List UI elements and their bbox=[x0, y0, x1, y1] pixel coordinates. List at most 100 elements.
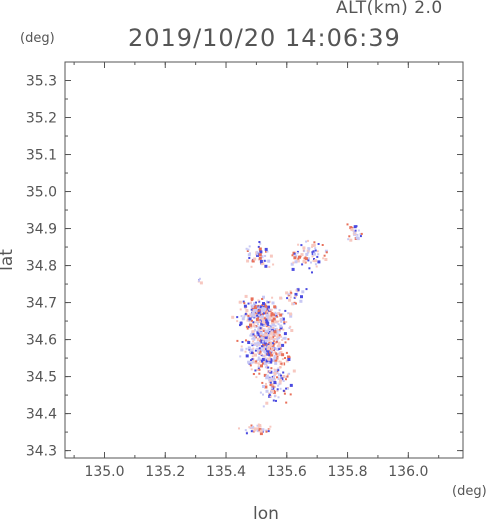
data-cell bbox=[256, 337, 260, 341]
data-cell bbox=[245, 325, 248, 328]
data-cell bbox=[258, 253, 262, 257]
data-cell bbox=[257, 333, 261, 336]
data-cell bbox=[240, 315, 243, 318]
y-tick-label: 34.9 bbox=[26, 222, 57, 238]
data-cell bbox=[251, 319, 253, 322]
data-cell bbox=[275, 312, 278, 315]
data-cell bbox=[260, 339, 263, 341]
data-cell bbox=[269, 425, 272, 428]
data-cell bbox=[271, 348, 274, 351]
data-cell bbox=[296, 252, 299, 254]
data-cell bbox=[355, 236, 359, 240]
data-cell bbox=[273, 389, 276, 392]
data-cell bbox=[249, 301, 252, 304]
data-cell bbox=[279, 313, 283, 317]
data-cell bbox=[317, 260, 321, 264]
data-cell bbox=[307, 259, 310, 262]
data-cell bbox=[281, 343, 285, 347]
data-cell bbox=[255, 315, 258, 318]
data-cell bbox=[243, 302, 246, 305]
data-cell bbox=[298, 255, 301, 259]
data-cell bbox=[250, 297, 254, 301]
data-cell bbox=[256, 314, 259, 317]
data-cell bbox=[264, 339, 268, 343]
data-cell bbox=[255, 325, 258, 328]
data-cell bbox=[253, 303, 256, 306]
data-cell bbox=[284, 357, 286, 359]
data-cell bbox=[261, 345, 264, 348]
data-cell bbox=[278, 309, 281, 312]
data-cell bbox=[273, 370, 277, 373]
data-cell bbox=[260, 359, 264, 363]
data-cell bbox=[273, 305, 277, 309]
data-cell bbox=[252, 340, 255, 343]
data-cell bbox=[289, 325, 292, 328]
data-cell bbox=[249, 364, 252, 367]
data-cell bbox=[251, 259, 255, 263]
data-cell bbox=[260, 336, 264, 340]
data-cell bbox=[289, 296, 292, 299]
data-cell bbox=[247, 346, 251, 350]
data-cell bbox=[281, 339, 284, 341]
data-cell bbox=[250, 313, 253, 316]
data-cell bbox=[259, 360, 261, 363]
data-cell bbox=[257, 357, 261, 361]
data-cell bbox=[252, 347, 255, 350]
data-cell bbox=[268, 316, 272, 320]
data-cell bbox=[310, 261, 312, 264]
data-cell bbox=[258, 316, 261, 318]
data-cell bbox=[260, 348, 263, 351]
data-cell bbox=[273, 381, 277, 384]
data-cell bbox=[313, 241, 316, 244]
data-cell bbox=[271, 301, 275, 305]
data-cell bbox=[275, 353, 278, 356]
data-cell bbox=[276, 370, 279, 373]
data-layer bbox=[197, 223, 363, 436]
data-cell bbox=[282, 389, 285, 392]
data-cell bbox=[273, 356, 277, 360]
data-cell bbox=[316, 250, 319, 253]
data-cell bbox=[247, 318, 250, 321]
data-cell bbox=[245, 339, 247, 342]
data-cell bbox=[280, 320, 283, 323]
x-tick-label: 135.6 bbox=[267, 464, 307, 480]
data-cell bbox=[243, 315, 246, 318]
data-cell bbox=[278, 373, 281, 377]
data-cell bbox=[262, 355, 265, 358]
data-cell bbox=[250, 308, 253, 311]
data-cell bbox=[250, 342, 253, 345]
data-cell bbox=[257, 316, 259, 319]
data-cell bbox=[255, 301, 257, 304]
data-cell bbox=[278, 337, 280, 340]
data-cell bbox=[276, 345, 279, 348]
data-cell bbox=[250, 424, 253, 427]
data-cell bbox=[255, 310, 259, 314]
data-cell bbox=[273, 368, 276, 371]
data-cell bbox=[269, 345, 272, 348]
data-cell bbox=[313, 258, 315, 260]
data-cell bbox=[263, 373, 267, 377]
data-cell bbox=[272, 359, 275, 362]
data-cell bbox=[261, 321, 264, 324]
data-cell bbox=[277, 376, 280, 379]
data-cell bbox=[273, 375, 275, 377]
data-cell bbox=[325, 251, 328, 254]
data-cell bbox=[260, 364, 263, 368]
data-cell bbox=[256, 331, 260, 335]
data-cell bbox=[246, 309, 249, 312]
data-cell bbox=[247, 315, 251, 319]
data-cell bbox=[353, 225, 357, 229]
x-tick-label: 135.2 bbox=[145, 464, 185, 480]
data-cell bbox=[253, 257, 257, 261]
data-cell bbox=[266, 300, 268, 303]
data-cell bbox=[257, 347, 261, 351]
plot-frame bbox=[64, 61, 464, 459]
data-cell bbox=[274, 324, 277, 327]
data-cell bbox=[312, 250, 315, 253]
data-cell bbox=[253, 427, 257, 431]
data-cell bbox=[277, 354, 280, 356]
data-cell bbox=[277, 341, 281, 345]
data-cell bbox=[261, 381, 264, 384]
data-cell bbox=[231, 315, 235, 319]
data-cell bbox=[265, 382, 267, 385]
